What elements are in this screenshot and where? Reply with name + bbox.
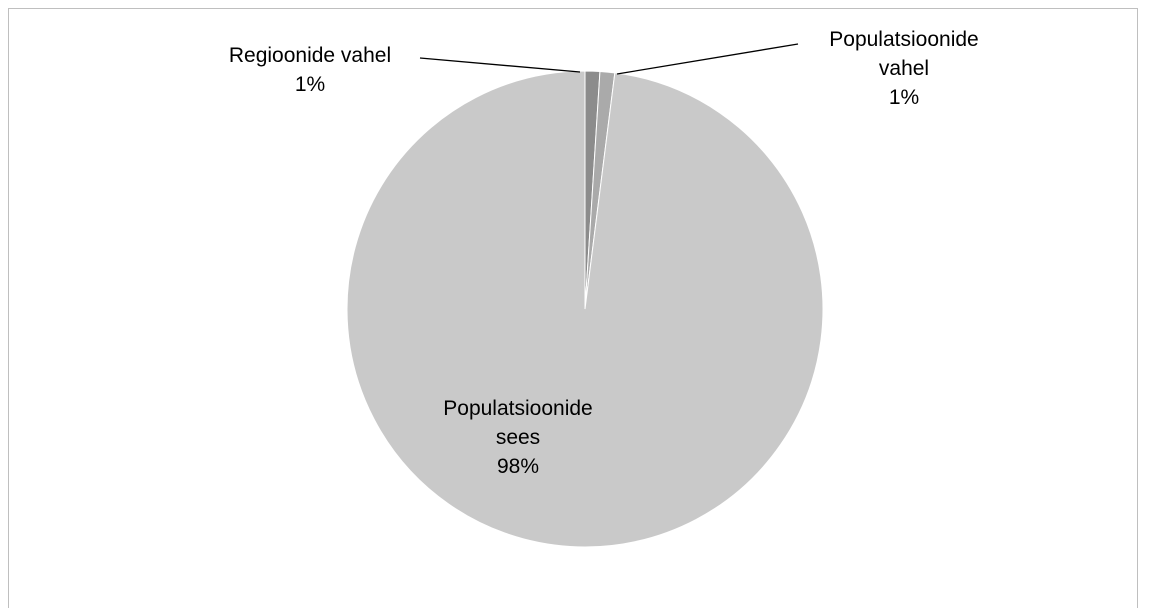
- slice-label-2: Populatsioonide vahel 1%: [829, 28, 978, 109]
- slice-label-line: Populatsioonide: [829, 28, 978, 51]
- slice-labels: Regioonide vahel 1% Populatsioonide vahel 1%…: [229, 28, 979, 478]
- slice-label-line: 1%: [295, 73, 325, 96]
- slice-label-line: sees: [496, 426, 540, 449]
- slice-label-3: Populatsioonide sees 98%: [443, 397, 592, 478]
- leader-line-1: [419, 57, 581, 73]
- pie-slice-3: [346, 70, 824, 548]
- pie-slices: [346, 70, 824, 548]
- leader-line-2: [616, 43, 799, 75]
- slice-label-line: Populatsioonide: [443, 397, 592, 420]
- slice-label-1: Regioonide vahel 1%: [229, 44, 391, 96]
- slice-label-line: vahel: [879, 57, 929, 80]
- chart-frame: [8, 8, 1138, 608]
- slice-label-line: Regioonide vahel: [229, 44, 391, 67]
- slice-label-line: 98%: [497, 455, 539, 478]
- slice-label-line: 1%: [889, 86, 919, 109]
- leader-lines: [419, 43, 799, 75]
